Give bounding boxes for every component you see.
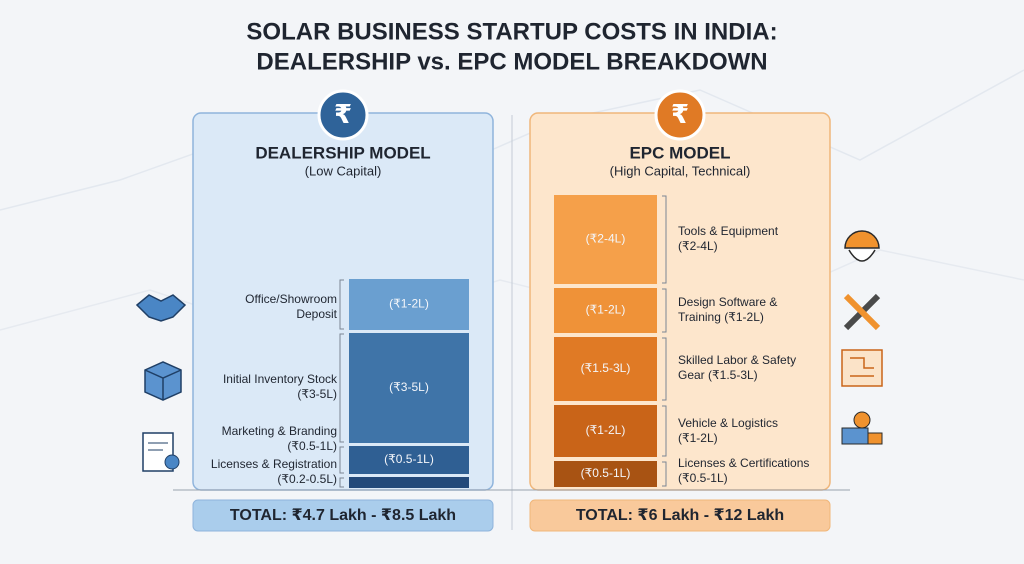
bracket: [662, 461, 667, 487]
item-label: Initial Inventory Stock: [223, 372, 338, 386]
panel-heading: EPC MODEL: [629, 143, 730, 162]
total: TOTAL: ₹6 Lakh - ₹12 Lakh: [576, 507, 784, 524]
item-label: Vehicle & Logistics: [678, 416, 778, 430]
item-label: (₹0.5-1L): [678, 471, 728, 485]
panel-heading: DEALERSHIP MODEL: [255, 143, 430, 162]
segment-text: (₹1.5-3L): [581, 361, 631, 375]
item-label: Deposit: [296, 307, 337, 321]
item-label: Gear (₹1.5-3L): [678, 368, 758, 382]
bracket: [339, 446, 344, 474]
item-label: Licenses & Certifications: [678, 456, 809, 470]
item-label: Licenses & Registration: [211, 457, 337, 471]
icon-circle: [317, 89, 369, 141]
item-label: Training (₹1-2L): [678, 310, 764, 324]
panel-subheading: (Low Capital): [305, 163, 382, 178]
total-box: [529, 499, 831, 532]
cost-segment: [554, 337, 657, 401]
total-box: [192, 499, 494, 532]
cost-segment: [554, 405, 657, 457]
truck-icon: [841, 411, 883, 445]
segment-text: (₹1-2L): [389, 297, 429, 311]
item-label: (₹1-2L): [678, 431, 718, 445]
cost-segment: [554, 461, 657, 487]
item-label: (₹0.5-1L): [287, 439, 337, 453]
helmet-icon: [844, 230, 880, 262]
bracket: [662, 405, 667, 457]
item-label: (₹0.2-0.5L): [277, 472, 337, 486]
icon-circle: [654, 89, 706, 141]
segment-text: (₹0.5-1L): [581, 466, 631, 480]
item-label: Tools & Equipment: [678, 224, 779, 238]
segment-text: (₹0.5-1L): [384, 452, 434, 466]
currency-icon: ₹: [671, 99, 689, 129]
cost-segment: [554, 195, 657, 284]
currency-icon: ₹: [334, 99, 352, 129]
bracket: [339, 279, 344, 330]
box-icon: [144, 361, 182, 401]
tools-icon: [843, 293, 881, 331]
segment-text: (₹1-2L): [586, 423, 626, 437]
segment-text: (₹3-5L): [389, 380, 429, 394]
certificate-icon: [142, 432, 180, 472]
segment-text: (₹2-4L): [586, 232, 626, 246]
bracket: [339, 477, 344, 488]
item-label: Skilled Labor & Safety: [678, 353, 796, 367]
item-label: Marketing & Branding: [222, 424, 337, 438]
item-label: (₹2-4L): [678, 239, 718, 253]
bracket: [662, 195, 667, 284]
panel-subheading: (High Capital, Technical): [610, 163, 751, 178]
item-label: (₹3-5L): [297, 387, 337, 401]
cost-segment: [349, 333, 469, 443]
cost-segment: [349, 279, 469, 330]
blueprint-icon: [841, 349, 883, 387]
background-line: [0, 249, 1024, 341]
item-label: Office/Showroom: [245, 292, 337, 306]
cost-segment: [554, 288, 657, 333]
cost-segment: [349, 446, 469, 474]
cost-segment: [349, 477, 469, 488]
bracket: [662, 288, 667, 333]
title: DEALERSHIP vs. EPC MODEL BREAKDOWN: [256, 48, 767, 75]
handshake-icon: [135, 294, 187, 322]
item-label: Design Software &: [678, 295, 777, 309]
title: SOLAR BUSINESS STARTUP COSTS IN INDIA:: [246, 18, 777, 45]
bracket: [339, 333, 344, 443]
bracket: [662, 337, 667, 401]
total: TOTAL: ₹4.7 Lakh - ₹8.5 Lakh: [230, 507, 456, 524]
segment-text: (₹1-2L): [586, 303, 626, 317]
